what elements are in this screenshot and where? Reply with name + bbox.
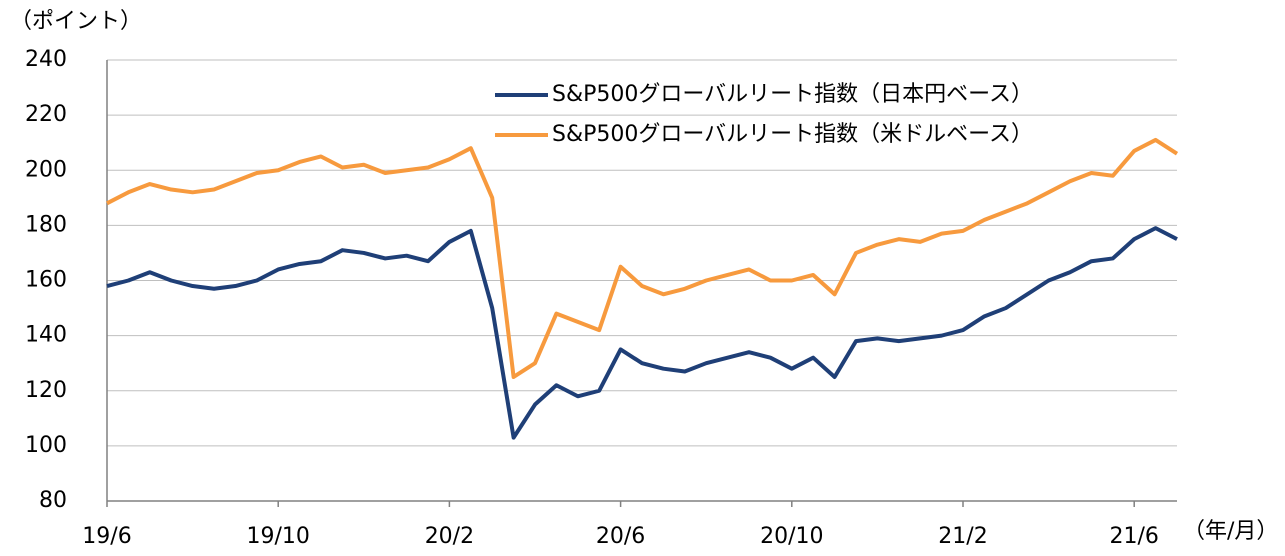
y-tick-label: 200: [25, 157, 67, 182]
y-tick-label: 180: [25, 212, 67, 237]
y-tick-label: 140: [25, 323, 67, 348]
y-tick-label: 100: [25, 433, 67, 458]
x-tick-label: 19/10: [246, 524, 309, 549]
series-line: [106, 137, 1179, 379]
x-tick-label: 19/6: [82, 524, 131, 549]
series-line: [106, 226, 1178, 440]
x-tick-label: 20/2: [425, 524, 474, 549]
y-tick-label: 80: [39, 488, 67, 513]
legend-label: S&P500グローバルリート指数（日本円ベース）: [552, 82, 1033, 107]
x-unit-label: （年/月）: [1183, 519, 1278, 544]
y-tick-label: 160: [25, 268, 67, 293]
legend-label: S&P500グローバルリート指数（米ドルベース）: [552, 122, 1033, 147]
x-tick-label: 20/10: [760, 524, 823, 549]
y-tick-label: 220: [25, 102, 67, 127]
y-tick-label: 240: [25, 47, 67, 72]
y-unit-label: （ポイント）: [10, 9, 142, 34]
x-tick-label: 21/6: [1109, 524, 1158, 549]
x-tick-label: 21/2: [938, 524, 987, 549]
x-tick-label: 20/6: [596, 524, 645, 549]
y-tick-label: 120: [25, 378, 67, 403]
